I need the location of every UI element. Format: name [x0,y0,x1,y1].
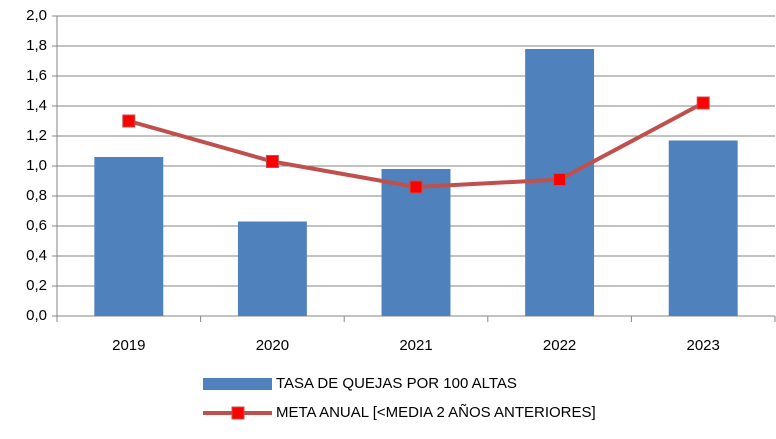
y-tick-label: 0,6 [26,217,47,234]
marker [553,173,567,186]
x-tick-label: 2019 [112,337,145,354]
y-tick-label: 0,0 [26,307,47,324]
y-tick-label: 1,6 [26,67,47,84]
y-tick-label: 1,4 [26,97,47,114]
x-tick-label: 2022 [543,337,576,354]
bar [668,140,738,316]
y-tick-label: 0,2 [26,277,47,294]
legend-marker [231,406,245,420]
x-tick-label: 2020 [256,337,289,354]
y-tick-label: 0,8 [26,187,47,204]
x-tick-label: 2023 [687,337,720,354]
legend-label: TASA DE QUEJAS POR 100 ALTAS [276,375,517,392]
y-tick-label: 2,0 [26,7,47,24]
bar [94,157,164,316]
legend-label: META ANUAL [<MEDIA 2 AÑOS ANTERIORES] [276,404,596,421]
y-tick-label: 1,8 [26,37,47,54]
legend-swatch [203,378,272,390]
marker [696,96,710,110]
y-tick-label: 1,0 [26,157,47,174]
x-tick-label: 2021 [399,337,432,354]
y-tick-label: 0,4 [26,247,47,264]
y-tick-label: 1,2 [26,127,47,144]
bar [237,221,307,316]
marker [265,155,279,168]
marker [409,180,423,194]
marker [122,114,136,128]
